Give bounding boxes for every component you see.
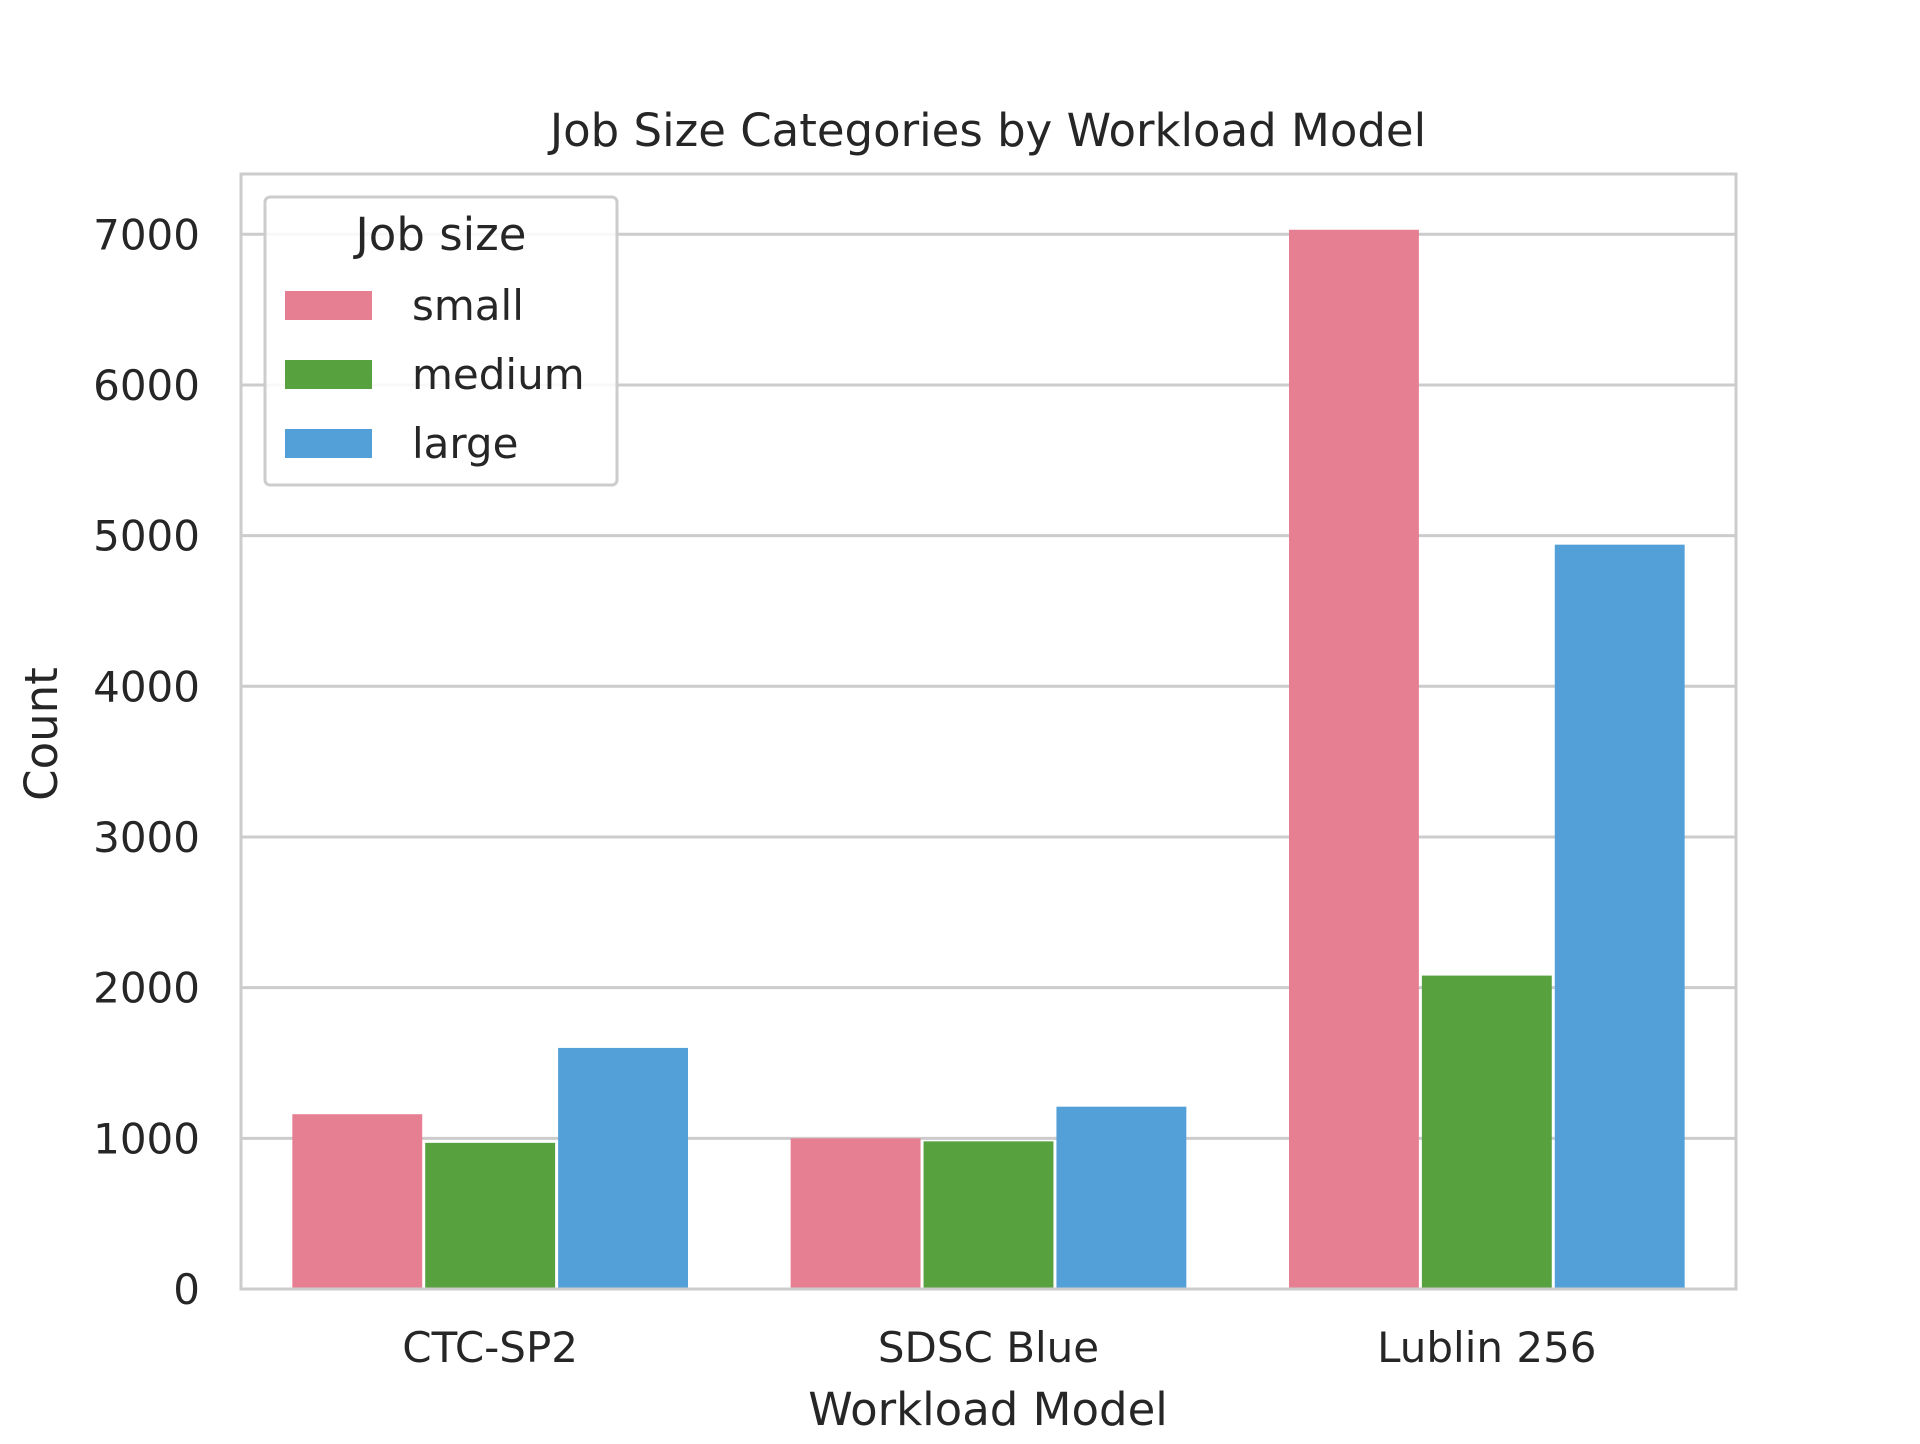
- legend-box: [263, 195, 619, 487]
- bar-medium-0: [425, 1142, 556, 1289]
- x-tick-label: CTC-SP2: [402, 1323, 578, 1372]
- bar-large-2: [1554, 544, 1685, 1289]
- x-tick-label: Lublin 256: [1377, 1323, 1596, 1372]
- y-tick-labels: 0 1000 2000 3000 4000 5000 6000 7000: [93, 210, 200, 1314]
- chart-title: Job Size Categories by Workload Model: [547, 104, 1426, 157]
- bar-medium-2: [1421, 975, 1552, 1289]
- legend-items: small medium large: [285, 281, 585, 468]
- bars: [292, 229, 1685, 1289]
- legend-label-medium: medium: [412, 350, 585, 399]
- x-tick-label: SDSC Blue: [878, 1323, 1099, 1372]
- legend-label-small: small: [412, 281, 524, 330]
- y-tick-label: 7000: [93, 210, 200, 259]
- y-axis-label: Count: [15, 667, 68, 801]
- plot-frame: [239, 172, 1738, 1291]
- bar-small-2: [1289, 229, 1419, 1289]
- y-tick-label: 5000: [93, 512, 200, 561]
- legend-title: Job size: [353, 208, 527, 261]
- y-tick-label: 2000: [93, 964, 200, 1013]
- legend-swatch-medium: [285, 360, 372, 389]
- bar-medium-1: [923, 1141, 1054, 1289]
- x-tick-labels: CTC-SP2 SDSC Blue Lublin 256: [402, 1323, 1596, 1372]
- y-tick-label: 1000: [93, 1114, 200, 1163]
- legend: Job size small medium large: [263, 195, 619, 487]
- bar-small-1: [790, 1138, 921, 1289]
- legend-label-large: large: [412, 419, 518, 468]
- y-tick-label: 4000: [93, 662, 200, 711]
- bar-large-1: [1056, 1106, 1187, 1289]
- y-tick-label: 3000: [93, 813, 200, 862]
- legend-swatch-large: [285, 429, 372, 458]
- bar-small-0: [292, 1114, 423, 1289]
- bar-large-0: [558, 1047, 688, 1289]
- x-axis-label: Workload Model: [808, 1383, 1168, 1436]
- legend-swatch-small: [285, 291, 372, 320]
- y-tick-label: 0: [173, 1265, 200, 1314]
- y-tick-label: 6000: [93, 361, 200, 410]
